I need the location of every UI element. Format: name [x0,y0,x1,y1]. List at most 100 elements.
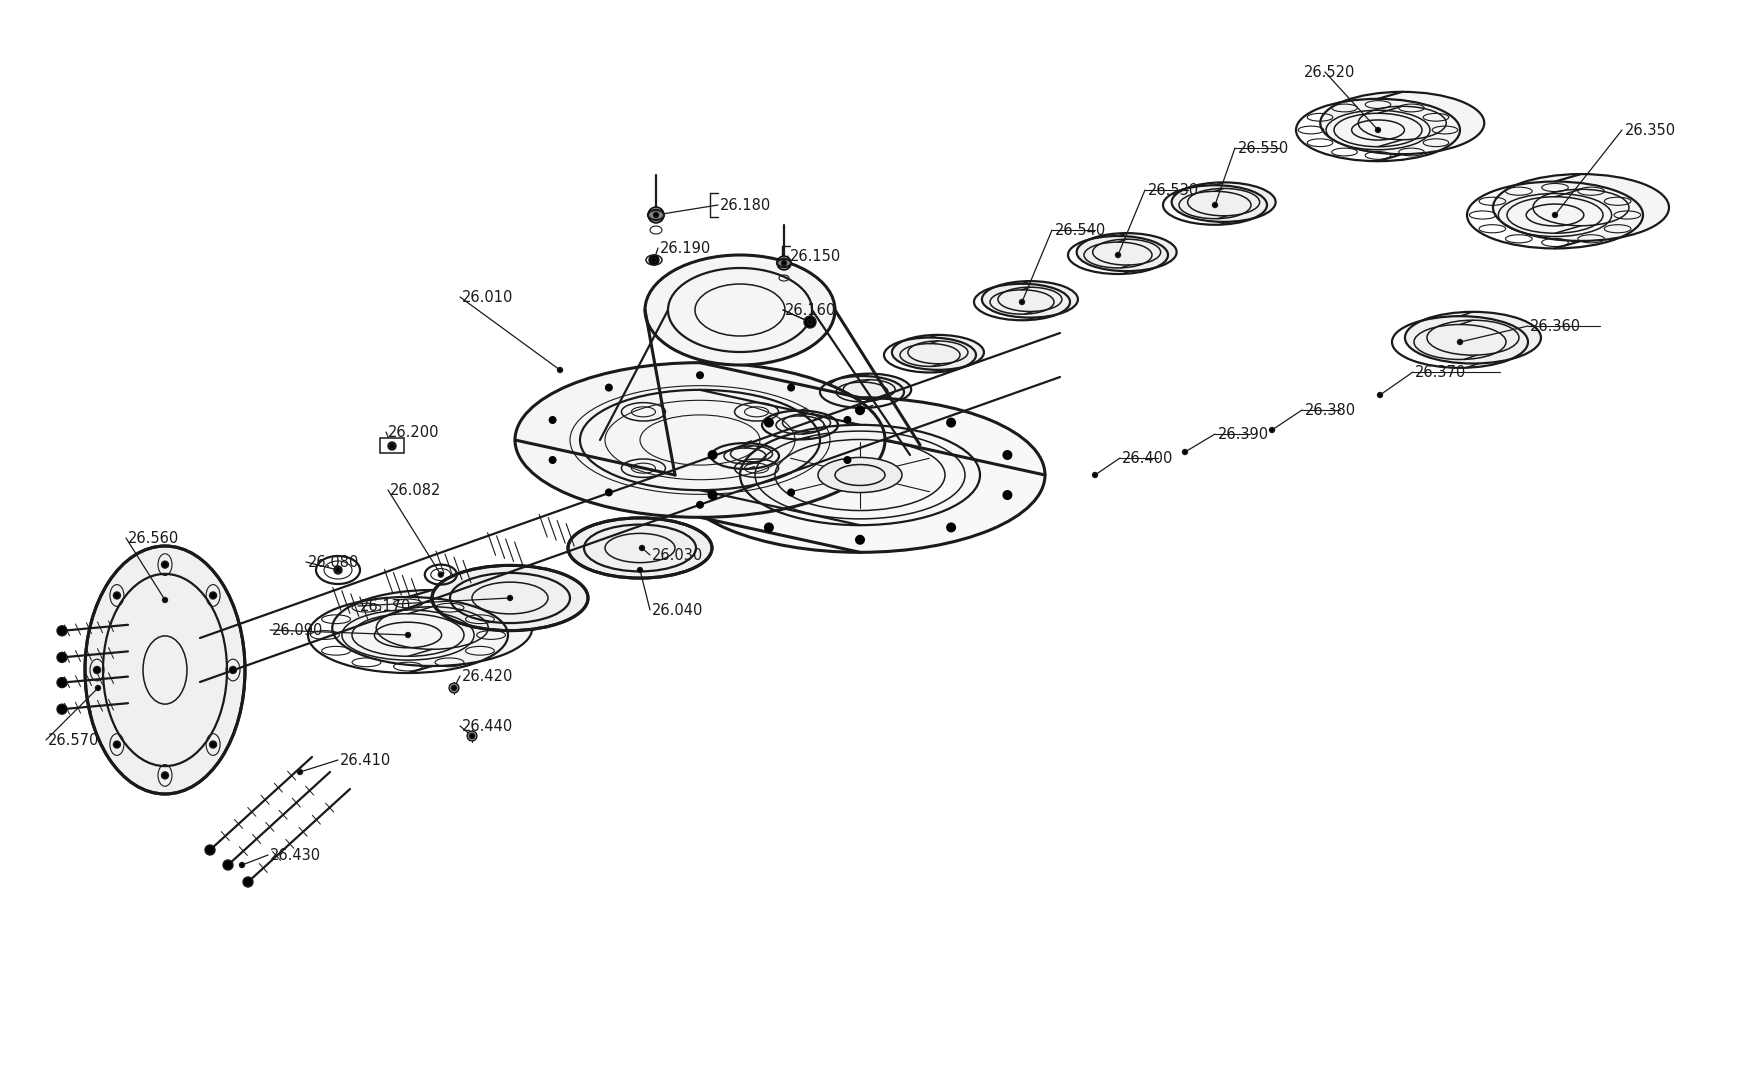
Text: 26.400: 26.400 [1122,450,1172,465]
Circle shape [654,213,657,217]
Circle shape [649,255,659,265]
Ellipse shape [567,518,711,578]
Circle shape [696,501,704,509]
Circle shape [854,535,864,545]
Circle shape [946,522,955,533]
Ellipse shape [515,363,885,517]
Ellipse shape [675,398,1045,552]
Circle shape [1269,428,1273,432]
Text: 26.160: 26.160 [784,303,836,318]
Circle shape [209,742,216,748]
Bar [379,438,403,453]
Circle shape [786,383,795,392]
Circle shape [405,632,410,638]
Circle shape [466,731,476,742]
Text: 26.430: 26.430 [270,847,322,862]
Text: 26.520: 26.520 [1304,64,1355,79]
Text: 26.350: 26.350 [1624,122,1675,138]
Ellipse shape [1403,311,1541,364]
Circle shape [807,320,812,324]
Text: 26.170: 26.170 [360,598,410,613]
Circle shape [1092,473,1097,477]
Circle shape [162,561,169,568]
Circle shape [640,546,643,550]
Text: 26.040: 26.040 [652,602,703,617]
Circle shape [777,256,791,270]
Text: 26.150: 26.150 [790,248,840,263]
Text: 26.080: 26.080 [308,554,360,569]
Circle shape [605,383,612,392]
Circle shape [946,417,955,428]
Circle shape [1377,393,1383,397]
Text: 26.370: 26.370 [1414,365,1466,380]
Ellipse shape [826,373,911,406]
Circle shape [708,490,716,500]
Text: 26.030: 26.030 [652,548,703,563]
Circle shape [650,258,656,262]
Ellipse shape [1076,233,1176,271]
Circle shape [205,845,216,855]
Circle shape [243,877,252,887]
Ellipse shape [817,458,901,492]
Circle shape [1002,450,1012,460]
Circle shape [336,567,341,572]
Circle shape [1183,449,1186,455]
Circle shape [843,416,850,424]
Circle shape [763,417,774,428]
Circle shape [334,566,343,574]
Circle shape [605,488,612,496]
Circle shape [57,704,68,714]
Text: 26.570: 26.570 [49,733,99,748]
Text: 26.190: 26.190 [659,241,711,256]
Ellipse shape [892,335,983,370]
Circle shape [636,567,642,572]
Text: 26.082: 26.082 [390,483,442,498]
Text: 26.180: 26.180 [720,198,770,213]
Circle shape [57,677,68,688]
Circle shape [240,862,245,868]
Circle shape [162,771,169,779]
Text: 26.540: 26.540 [1054,223,1106,238]
Circle shape [57,626,68,636]
Ellipse shape [332,590,532,666]
Text: 26.200: 26.200 [388,425,440,440]
Text: 26.440: 26.440 [463,718,513,734]
Circle shape [297,769,303,775]
Text: 26.550: 26.550 [1236,140,1289,155]
Ellipse shape [716,441,784,467]
Ellipse shape [981,281,1076,318]
Circle shape [647,207,664,223]
Circle shape [548,416,556,424]
Circle shape [786,488,795,496]
Circle shape [1376,127,1379,133]
Text: 26.090: 26.090 [271,623,323,638]
Text: 26.380: 26.380 [1304,402,1355,417]
Circle shape [781,260,786,265]
Ellipse shape [431,565,588,630]
Circle shape [556,367,562,372]
Circle shape [1212,202,1217,208]
Circle shape [708,450,716,460]
Circle shape [696,371,704,379]
Circle shape [1115,253,1120,258]
Circle shape [1457,339,1462,345]
Circle shape [388,442,396,450]
Circle shape [162,597,167,602]
Circle shape [57,653,68,662]
Circle shape [854,406,864,415]
Ellipse shape [645,255,835,365]
Circle shape [209,592,216,599]
Text: 26.530: 26.530 [1148,183,1198,198]
Circle shape [1019,300,1024,305]
Circle shape [390,443,395,448]
Text: 26.360: 26.360 [1529,319,1581,334]
Text: 26.010: 26.010 [463,290,513,305]
Circle shape [843,456,850,464]
Circle shape [1551,213,1556,217]
Text: 26.560: 26.560 [129,531,179,546]
Ellipse shape [1170,182,1275,221]
Circle shape [449,683,459,693]
Ellipse shape [85,546,245,794]
Circle shape [438,572,443,577]
Circle shape [803,316,816,328]
